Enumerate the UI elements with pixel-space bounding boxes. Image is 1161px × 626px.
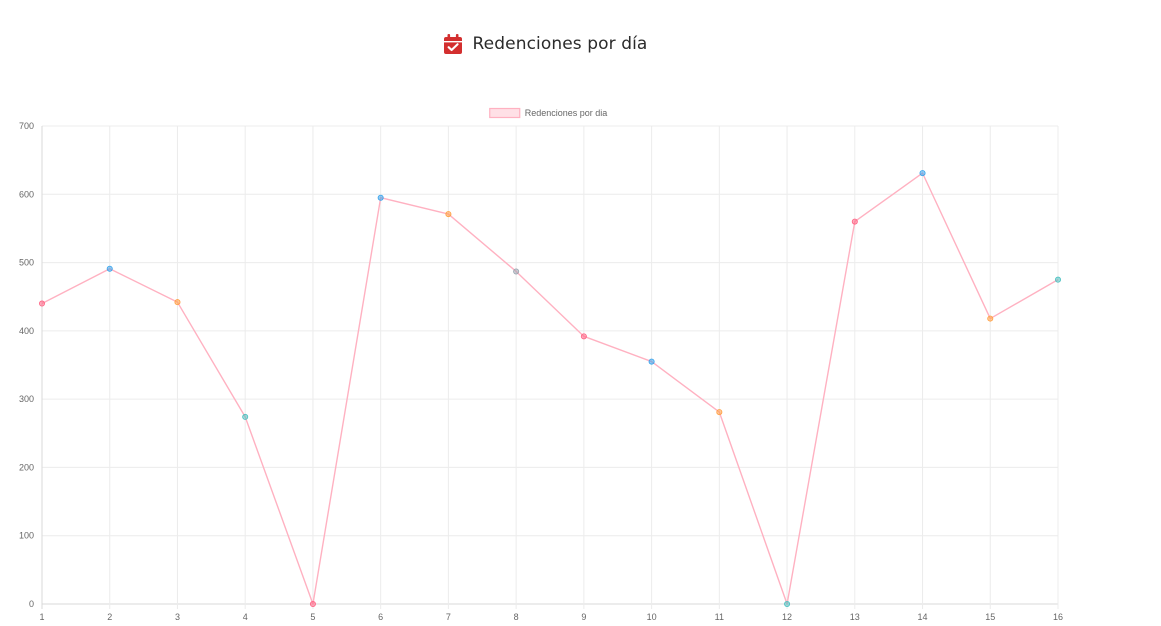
x-tick-label: 11 — [715, 612, 724, 622]
x-tick-label: 8 — [514, 612, 519, 622]
data-point[interactable] — [919, 170, 926, 177]
y-tick-label: 500 — [19, 258, 34, 268]
data-point[interactable] — [242, 413, 249, 420]
x-tick-label: 1 — [39, 612, 44, 622]
legend[interactable]: Redenciones por dia — [489, 107, 608, 119]
x-tick-label: 5 — [310, 612, 315, 622]
x-tick-label: 13 — [850, 612, 860, 622]
data-point[interactable] — [1055, 276, 1062, 283]
y-tick-label: 700 — [19, 121, 34, 131]
y-tick-label: 0 — [29, 599, 34, 609]
data-point[interactable] — [716, 409, 723, 416]
y-tick-label: 200 — [19, 462, 34, 472]
data-point[interactable] — [513, 268, 520, 275]
y-axis-ticks: 0 100 200 300 400 500 600 700 — [19, 121, 34, 609]
data-point[interactable] — [106, 265, 113, 272]
x-tick-label: 10 — [647, 612, 657, 622]
data-point[interactable] — [445, 211, 452, 218]
data-point[interactable] — [784, 601, 791, 608]
chart-header: Redenciones por día — [0, 33, 1090, 55]
y-tick-label: 100 — [19, 531, 34, 541]
series-redenciones — [39, 170, 1062, 608]
x-tick-label: 6 — [378, 612, 383, 622]
grid-lines — [41, 125, 1059, 609]
series-line — [41, 172, 1059, 605]
x-tick-label: 16 — [1053, 612, 1063, 622]
legend-label: Redenciones por dia — [525, 108, 608, 118]
data-point[interactable] — [851, 218, 858, 225]
data-point[interactable] — [987, 315, 994, 322]
x-tick-label: 4 — [243, 612, 248, 622]
y-tick-label: 400 — [19, 326, 34, 336]
x-tick-label: 2 — [107, 612, 112, 622]
data-point[interactable] — [377, 194, 384, 201]
data-point[interactable] — [39, 300, 46, 307]
legend-swatch — [489, 107, 521, 119]
x-axis-ticks: 1 2 3 4 5 6 7 8 9 10 11 12 13 14 15 16 — [39, 612, 1063, 622]
x-tick-label: 7 — [446, 612, 451, 622]
x-tick-label: 3 — [175, 612, 180, 622]
data-point[interactable] — [174, 299, 181, 306]
page-title: Redenciones por día — [472, 34, 648, 54]
x-tick-label: 15 — [985, 612, 995, 622]
x-tick-label: 14 — [918, 612, 928, 622]
calendar-check-icon — [443, 33, 463, 55]
data-point[interactable] — [648, 358, 655, 365]
data-point[interactable] — [580, 333, 587, 340]
data-point[interactable] — [309, 601, 316, 608]
y-tick-label: 300 — [19, 394, 34, 404]
y-tick-label: 600 — [19, 189, 34, 199]
x-tick-label: 12 — [782, 612, 792, 622]
x-tick-label: 9 — [581, 612, 586, 622]
